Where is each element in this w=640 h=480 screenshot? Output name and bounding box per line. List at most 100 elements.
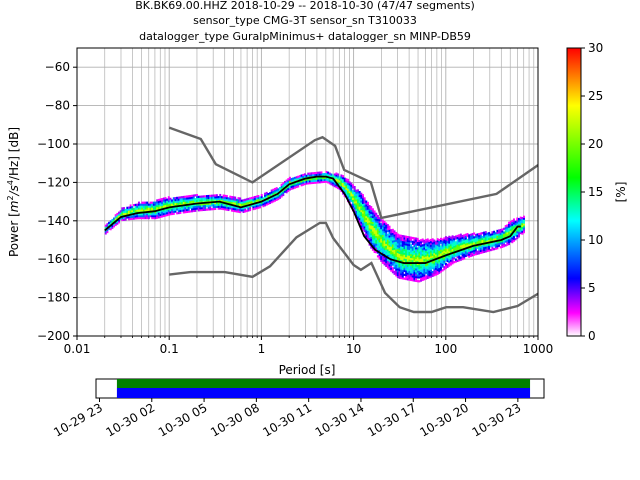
density-cell xyxy=(508,240,510,244)
density-cell xyxy=(446,244,449,247)
density-cell xyxy=(280,193,283,196)
density-cell xyxy=(499,246,502,249)
colorbar-tick-label: 0 xyxy=(588,329,596,343)
density-cell xyxy=(443,243,446,246)
density-cell xyxy=(415,272,418,275)
density-cell xyxy=(157,212,160,215)
density-cell xyxy=(400,255,403,259)
density-cell xyxy=(361,201,364,205)
density-cell xyxy=(139,205,142,208)
density-cell xyxy=(425,254,428,257)
density-cell xyxy=(390,244,393,247)
density-cell xyxy=(418,255,421,258)
density-cell xyxy=(478,248,481,251)
density-cell xyxy=(406,274,409,277)
density-cell xyxy=(361,207,364,210)
density-cell xyxy=(418,245,421,248)
density-cell xyxy=(406,278,409,281)
density-cell xyxy=(444,263,447,266)
density-cell xyxy=(370,207,373,211)
density-cell xyxy=(494,241,497,245)
density-cell xyxy=(396,271,399,275)
density-cell xyxy=(371,240,374,244)
density-cell xyxy=(142,207,145,210)
density-cell xyxy=(250,198,253,202)
density-cell xyxy=(347,194,350,197)
density-cell xyxy=(378,245,381,249)
density-cell xyxy=(481,247,484,250)
density-cell xyxy=(386,226,389,229)
density-cell xyxy=(428,276,431,279)
density-cell xyxy=(395,272,398,275)
density-cell xyxy=(421,251,424,255)
density-cell xyxy=(388,241,391,244)
density-cell xyxy=(361,196,364,199)
density-cell xyxy=(376,230,379,233)
density-cell xyxy=(430,244,432,247)
density-cell xyxy=(514,234,517,237)
density-cell xyxy=(431,242,434,245)
density-cell xyxy=(426,257,429,260)
density-cell xyxy=(468,238,471,241)
density-cell xyxy=(506,243,509,246)
density-cell xyxy=(104,226,107,229)
density-cell xyxy=(225,197,228,200)
density-cell xyxy=(360,215,363,218)
density-cell xyxy=(250,200,253,203)
density-cell xyxy=(393,234,396,237)
density-cell xyxy=(418,272,421,275)
density-cell xyxy=(456,236,459,239)
density-cell xyxy=(285,189,288,192)
density-cell xyxy=(235,208,238,211)
density-cell xyxy=(332,180,335,183)
density-cell xyxy=(509,224,512,228)
density-cell xyxy=(449,247,452,251)
density-cell xyxy=(350,188,353,191)
density-cell xyxy=(469,254,472,258)
density-cell xyxy=(222,196,225,199)
density-cell xyxy=(451,235,454,238)
density-cell xyxy=(350,199,353,203)
density-cell xyxy=(373,210,376,213)
density-cell xyxy=(146,213,149,216)
density-cell xyxy=(161,201,164,205)
density-cell xyxy=(435,244,437,247)
density-cell xyxy=(227,197,230,200)
density-cell xyxy=(139,215,142,218)
density-cell xyxy=(439,262,442,265)
density-cell xyxy=(499,234,502,237)
density-cell xyxy=(464,254,467,257)
density-cell xyxy=(176,206,179,209)
density-cell xyxy=(199,199,202,202)
density-cell xyxy=(370,231,373,234)
density-cell xyxy=(411,263,414,267)
density-cell xyxy=(353,187,356,191)
density-cell xyxy=(439,270,442,273)
density-cell xyxy=(147,215,150,218)
density-cell xyxy=(511,229,514,232)
density-cell xyxy=(151,209,154,212)
density-cell xyxy=(244,200,247,203)
density-cell xyxy=(307,182,310,185)
density-cell xyxy=(438,258,441,261)
density-cell xyxy=(390,246,393,249)
density-cell xyxy=(381,240,384,243)
density-cell xyxy=(388,229,391,232)
y-tick-label: −100 xyxy=(37,137,70,151)
density-cell xyxy=(430,273,432,276)
density-cell xyxy=(375,214,378,217)
density-cell xyxy=(196,203,198,206)
density-cell xyxy=(418,270,421,273)
density-cell xyxy=(232,202,235,205)
density-cell xyxy=(176,198,179,201)
density-cell xyxy=(474,239,477,242)
density-cell xyxy=(279,192,281,195)
density-cell xyxy=(489,237,492,240)
density-cell xyxy=(401,242,404,245)
density-cell xyxy=(348,189,351,192)
density-cell xyxy=(111,226,114,229)
density-cell xyxy=(330,183,333,186)
density-cell xyxy=(516,221,519,224)
density-cell xyxy=(123,210,125,214)
density-cell xyxy=(436,240,439,243)
